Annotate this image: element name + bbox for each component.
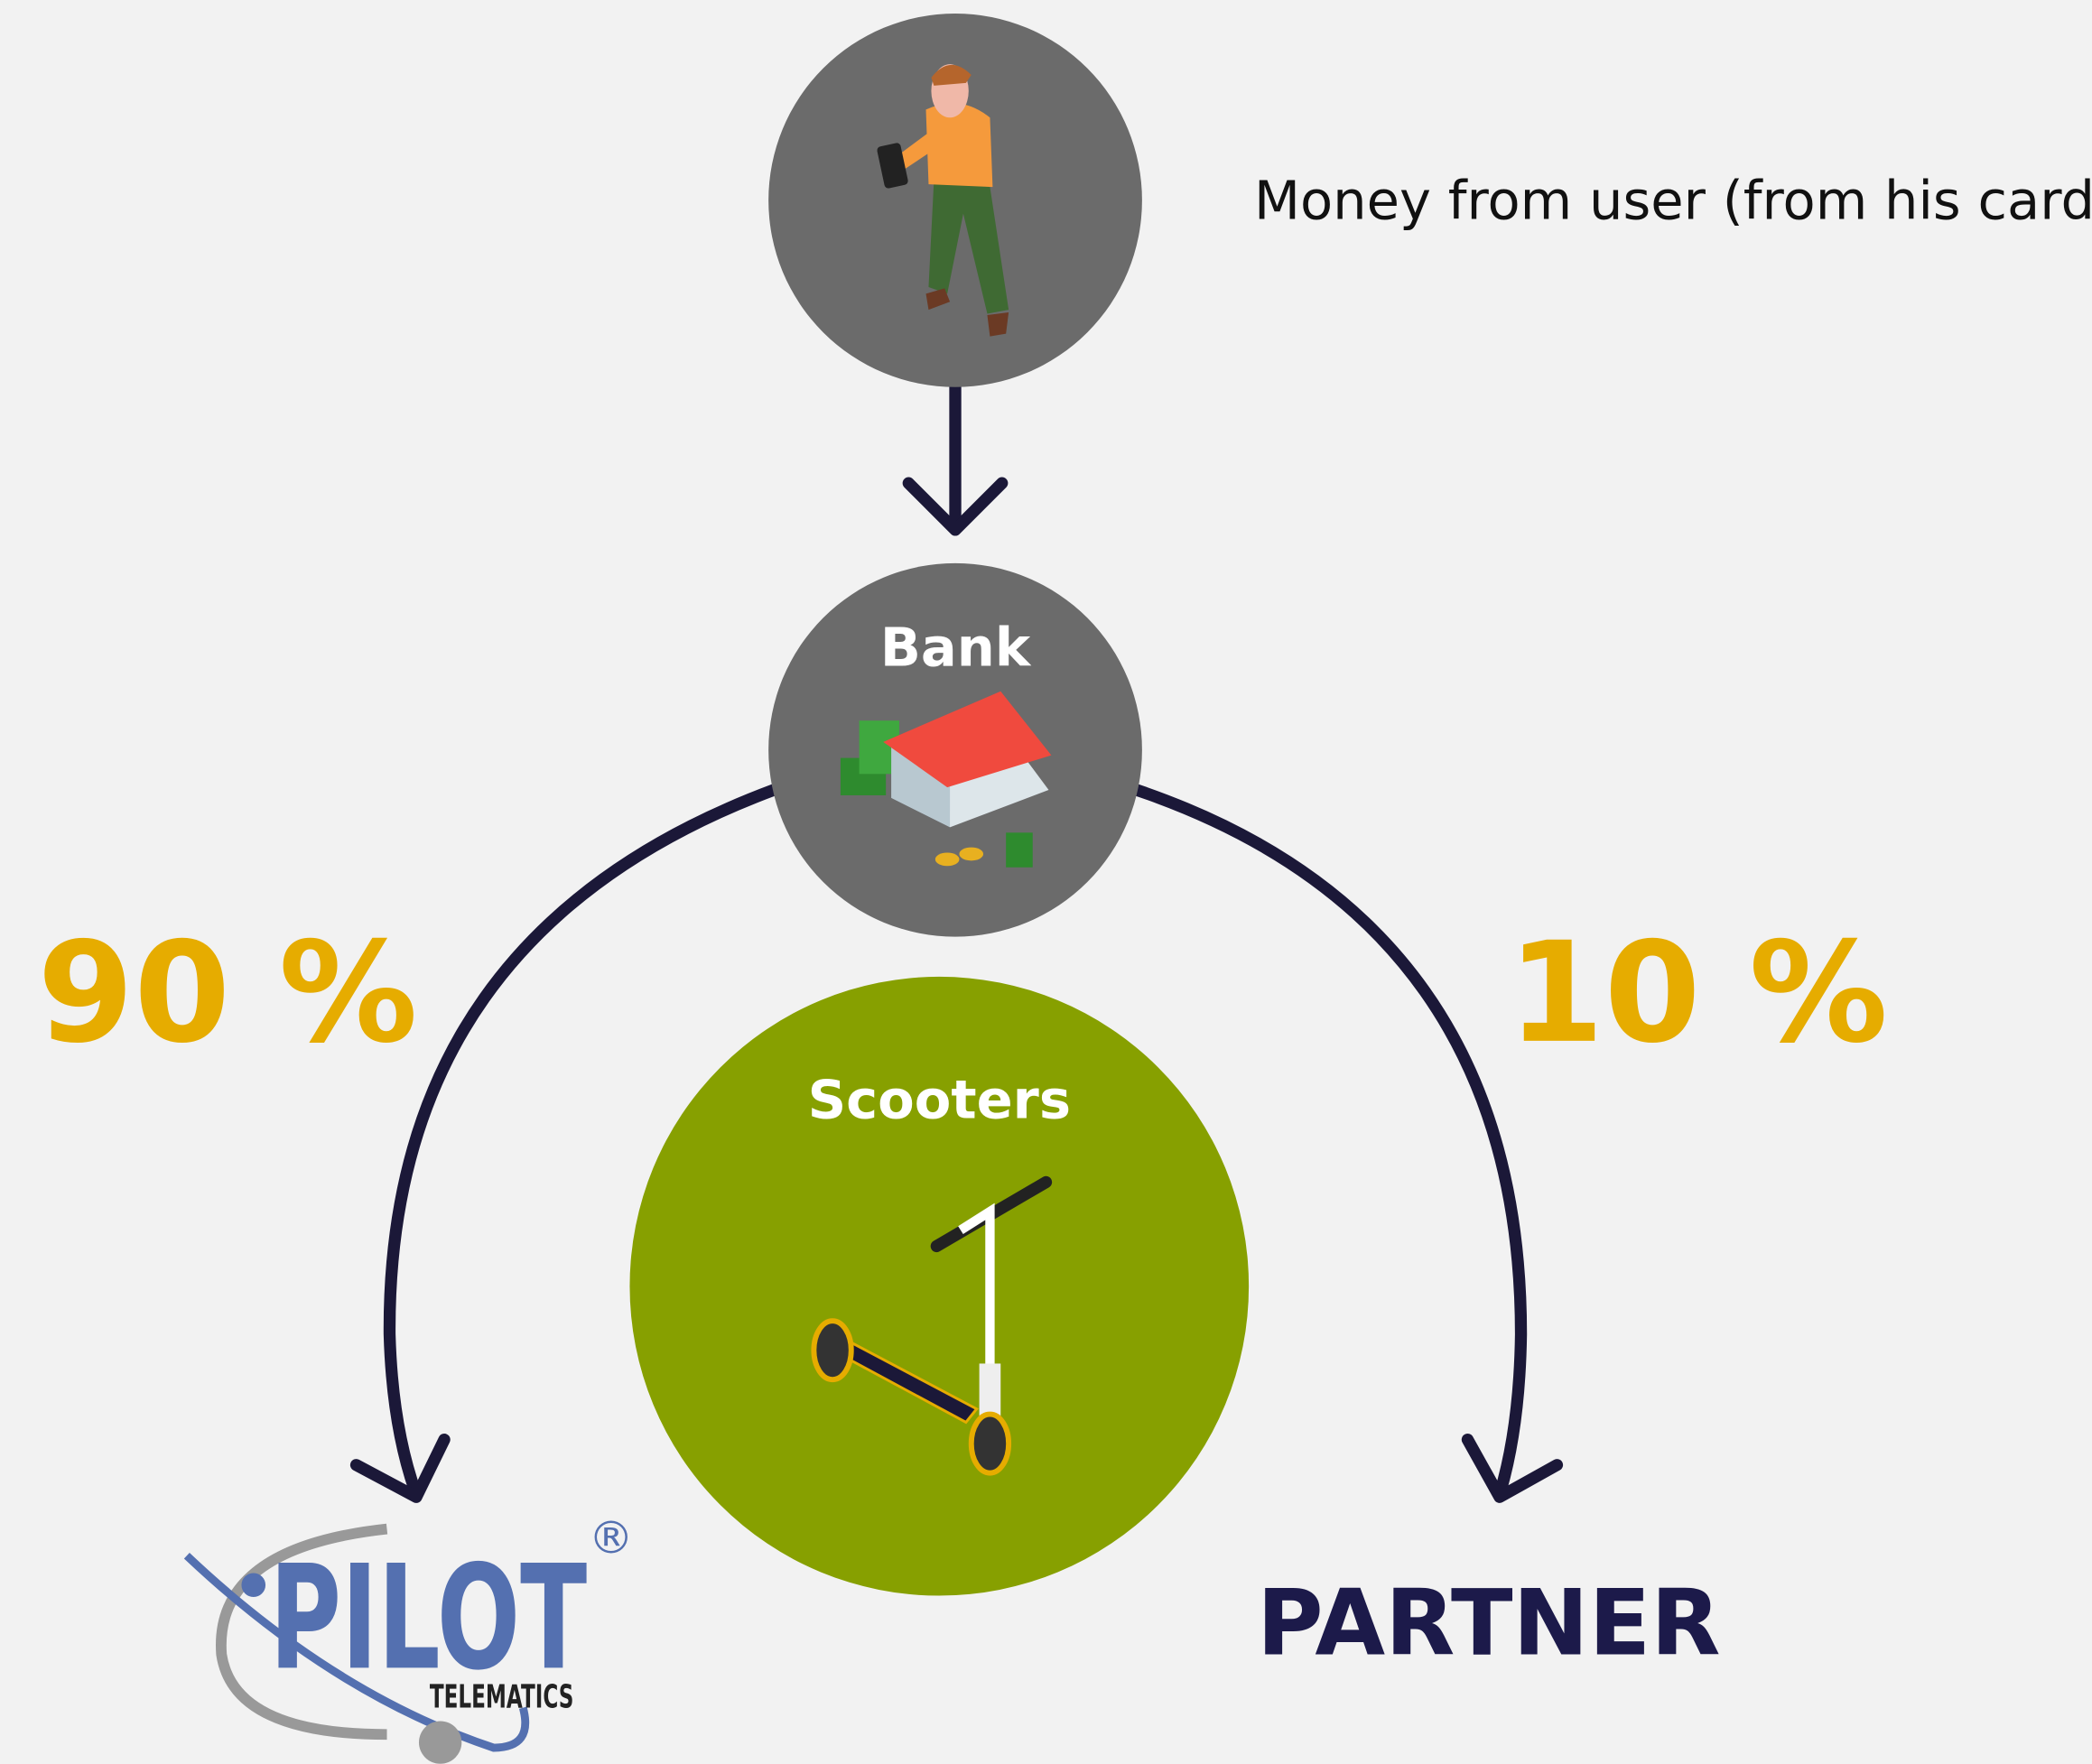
scooter-icon [811,1175,1053,1476]
arrow-head [1461,1434,1564,1503]
person-icon [877,64,1009,337]
bank-icon [840,691,1052,868]
arrow-head [349,1434,451,1503]
node-label: Scooters [808,1069,1071,1131]
split-label: 90 % [37,913,417,1074]
logo-name: PILOT [269,1534,587,1702]
logo-subtitle: TELEMATICS [430,1679,574,1716]
arrow-right [1130,784,1528,1500]
arrow-left [383,784,780,1500]
arrow-head [902,477,1009,536]
node-label: Bank [880,617,1032,679]
caption: Money from user (from his card) [1254,170,2092,232]
partner-label: PARTNER [1257,1571,1721,1676]
registered-mark: ® [589,1510,634,1564]
scooters-node [629,976,1250,1596]
arrows [349,381,1564,1503]
split-label: 10 % [1508,913,1888,1074]
pilot-logo: PILOT TELEMATICS ® [183,1510,634,1764]
